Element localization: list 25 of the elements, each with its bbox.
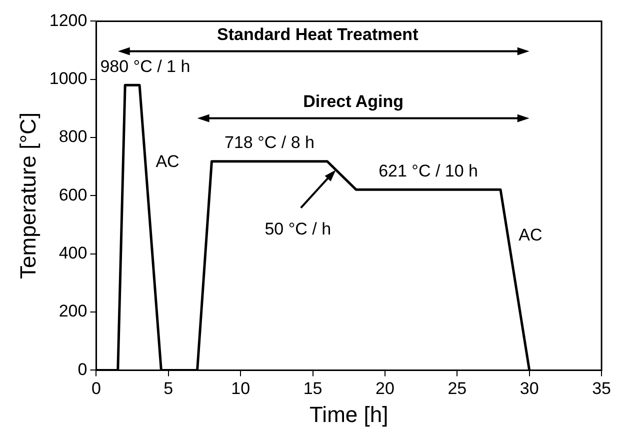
x-tick-label: 5	[164, 379, 174, 398]
annotation: Standard Heat Treatment	[217, 24, 419, 44]
y-tick-label: 200	[58, 302, 88, 321]
y-tick-label: 400	[58, 244, 88, 263]
y-tick-label: 1200	[49, 10, 88, 30]
y-tick-label: 600	[58, 185, 88, 204]
x-tick-label: 15	[303, 379, 322, 398]
annotation: AC	[518, 225, 542, 244]
x-tick-label: 25	[448, 379, 467, 398]
x-tick-label: 35	[592, 379, 612, 398]
annotation: 50 °C / h	[264, 220, 332, 239]
annotation: 621 °C / 10 h	[378, 161, 478, 180]
x-tick-label: 30	[520, 379, 539, 398]
annotation: 718 °C / 8 h	[224, 133, 314, 152]
y-axis-title: Temperature [°C]	[15, 112, 40, 279]
y-tick-label: 0	[78, 360, 88, 379]
annotation: Direct Aging	[303, 92, 404, 111]
y-tick-label: 1000	[49, 69, 88, 88]
y-tick-label: 800	[58, 127, 88, 146]
x-axis-title: Time [h]	[310, 402, 388, 427]
x-tick-label: 0	[91, 379, 101, 398]
annotation: AC	[156, 152, 180, 171]
annotation: 980 °C / 1 h	[100, 56, 190, 76]
x-tick-label: 20	[376, 379, 394, 398]
x-tick-label: 10	[231, 379, 250, 398]
